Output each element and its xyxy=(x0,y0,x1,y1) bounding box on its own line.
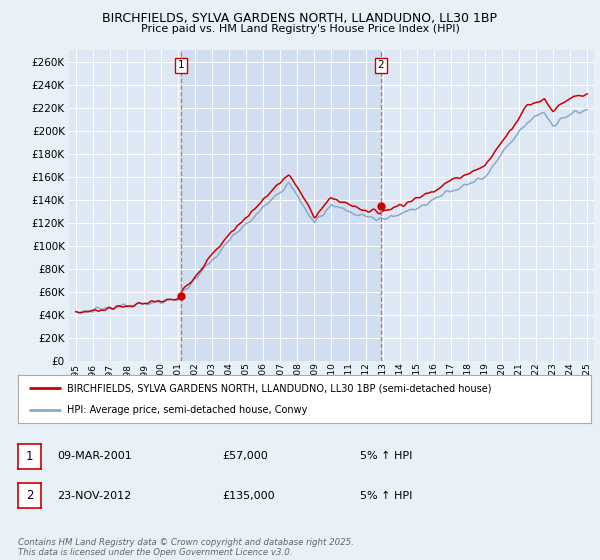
Text: Contains HM Land Registry data © Crown copyright and database right 2025.
This d: Contains HM Land Registry data © Crown c… xyxy=(18,538,354,557)
Text: £57,000: £57,000 xyxy=(222,451,268,461)
Text: 1: 1 xyxy=(26,450,33,463)
Text: 23-NOV-2012: 23-NOV-2012 xyxy=(57,491,131,501)
Text: 09-MAR-2001: 09-MAR-2001 xyxy=(57,451,132,461)
Text: 5% ↑ HPI: 5% ↑ HPI xyxy=(360,451,412,461)
Text: HPI: Average price, semi-detached house, Conwy: HPI: Average price, semi-detached house,… xyxy=(67,405,307,415)
Text: 2: 2 xyxy=(26,489,33,502)
Text: 2: 2 xyxy=(377,60,384,71)
Text: £135,000: £135,000 xyxy=(222,491,275,501)
Text: BIRCHFIELDS, SYLVA GARDENS NORTH, LLANDUDNO, LL30 1BP (semi-detached house): BIRCHFIELDS, SYLVA GARDENS NORTH, LLANDU… xyxy=(67,383,491,393)
Text: Price paid vs. HM Land Registry's House Price Index (HPI): Price paid vs. HM Land Registry's House … xyxy=(140,24,460,34)
Text: BIRCHFIELDS, SYLVA GARDENS NORTH, LLANDUDNO, LL30 1BP: BIRCHFIELDS, SYLVA GARDENS NORTH, LLANDU… xyxy=(103,12,497,25)
Text: 1: 1 xyxy=(178,60,184,71)
Bar xyxy=(181,50,381,361)
Text: 5% ↑ HPI: 5% ↑ HPI xyxy=(360,491,412,501)
